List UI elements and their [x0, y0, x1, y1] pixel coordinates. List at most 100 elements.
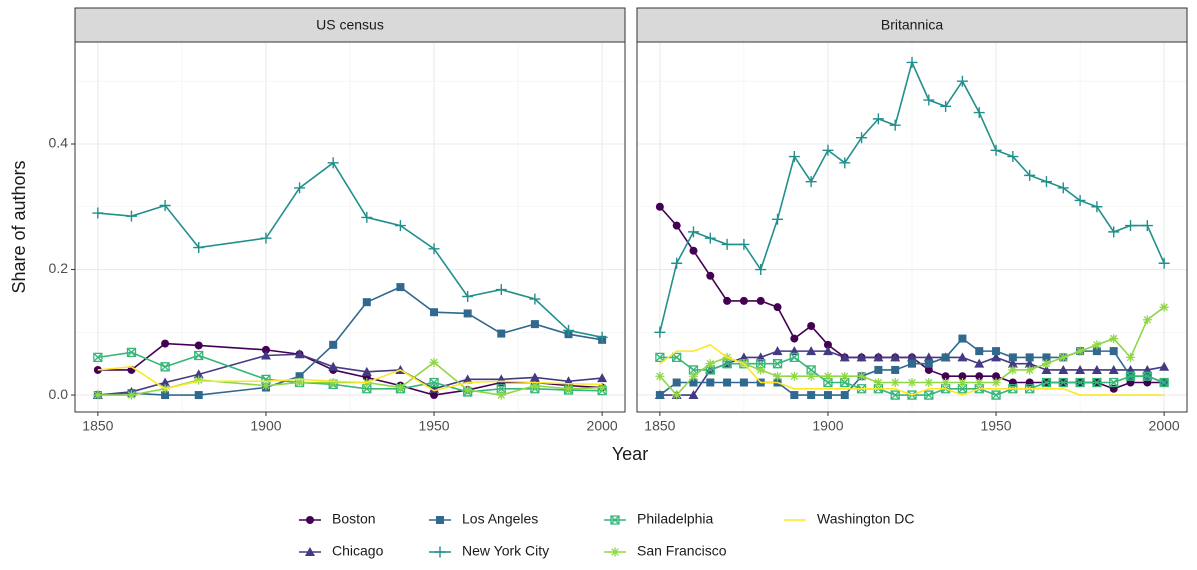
- point: [941, 378, 951, 387]
- point: [1042, 353, 1051, 362]
- point: [856, 352, 867, 362]
- point: [1108, 364, 1119, 374]
- legend-label: Boston: [332, 511, 376, 527]
- point: [941, 372, 950, 381]
- x-tick-label: 1850: [82, 418, 113, 434]
- point: [1159, 302, 1169, 312]
- point: [806, 365, 816, 375]
- point: [1058, 352, 1068, 362]
- point: [462, 291, 474, 303]
- y-tick-label: 0.2: [49, 260, 69, 276]
- point: [889, 119, 901, 131]
- point: [563, 324, 575, 336]
- point: [430, 308, 439, 317]
- legend-label: Los Angeles: [462, 511, 538, 527]
- point: [823, 371, 833, 381]
- point: [1092, 377, 1102, 388]
- point: [772, 359, 783, 369]
- point: [305, 547, 315, 556]
- point: [294, 182, 306, 194]
- point: [496, 384, 506, 394]
- point: [973, 107, 985, 119]
- point: [1074, 194, 1086, 206]
- point: [975, 372, 984, 381]
- point: [992, 372, 1001, 381]
- point: [990, 144, 1002, 156]
- x-tick-label: 2000: [587, 418, 618, 434]
- point: [823, 340, 832, 349]
- point: [805, 176, 817, 188]
- point: [789, 352, 799, 363]
- point: [857, 371, 867, 381]
- point: [772, 213, 784, 225]
- point: [655, 202, 664, 211]
- point: [991, 352, 1002, 362]
- point: [756, 359, 766, 369]
- point: [672, 221, 681, 230]
- point: [773, 371, 783, 381]
- point: [362, 298, 371, 307]
- plot-area: [92, 157, 608, 400]
- point: [361, 211, 373, 223]
- point: [1109, 377, 1119, 388]
- strip-label: US census: [316, 17, 384, 33]
- point: [1058, 364, 1069, 374]
- point: [956, 75, 968, 87]
- point: [436, 516, 444, 524]
- point: [974, 358, 985, 368]
- point: [1091, 364, 1102, 374]
- point: [1142, 371, 1152, 381]
- point: [672, 352, 682, 363]
- point: [958, 372, 967, 381]
- point: [941, 353, 950, 362]
- point: [564, 384, 574, 394]
- point: [394, 220, 406, 232]
- point: [1025, 353, 1034, 362]
- point: [1126, 352, 1136, 362]
- point: [923, 352, 934, 362]
- point: [705, 359, 715, 369]
- point: [723, 378, 732, 387]
- point: [1142, 315, 1152, 325]
- point: [839, 157, 851, 169]
- point: [689, 378, 698, 387]
- point: [1109, 334, 1119, 344]
- point: [193, 369, 204, 379]
- point: [891, 365, 900, 374]
- legend-label: New York City: [462, 543, 549, 559]
- legend-label: Washington DC: [817, 511, 915, 527]
- point: [923, 94, 935, 106]
- point: [328, 361, 339, 371]
- point: [756, 296, 765, 305]
- point: [756, 365, 766, 375]
- point: [361, 366, 372, 376]
- point: [1007, 151, 1019, 163]
- point: [873, 352, 884, 362]
- point: [924, 359, 933, 368]
- point: [738, 238, 750, 250]
- x-tick-label: 1900: [812, 418, 843, 434]
- point: [1057, 182, 1069, 194]
- point: [463, 309, 472, 318]
- point: [739, 378, 748, 387]
- point: [806, 346, 817, 356]
- point: [260, 232, 272, 244]
- point: [1158, 257, 1170, 269]
- point: [705, 365, 715, 375]
- point: [596, 331, 608, 343]
- point: [126, 347, 137, 358]
- point: [706, 271, 715, 280]
- point: [93, 352, 103, 363]
- point: [890, 390, 900, 400]
- point: [1058, 377, 1068, 388]
- y-axis-title: Share of authors: [9, 160, 29, 293]
- legend-item: Los Angeles: [429, 511, 538, 527]
- point: [529, 372, 540, 382]
- point: [840, 377, 850, 388]
- point: [1075, 364, 1086, 374]
- point: [722, 359, 732, 369]
- point: [194, 375, 204, 385]
- point: [462, 374, 473, 384]
- point: [294, 349, 305, 359]
